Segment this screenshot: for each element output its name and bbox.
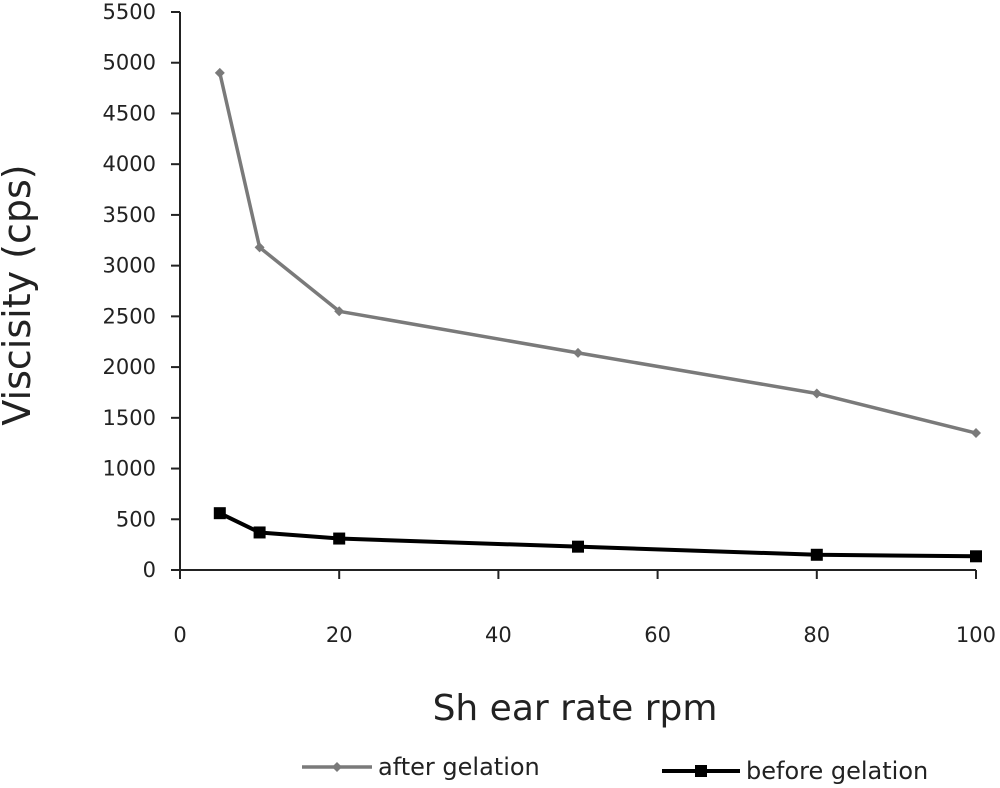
- data-point: [253, 526, 266, 539]
- y-tick-label: 5500: [103, 0, 156, 24]
- legend-label: before gelation: [746, 757, 928, 785]
- y-tick-label: 4000: [103, 152, 156, 176]
- y-tick-label: 5000: [103, 51, 156, 75]
- data-point: [810, 548, 823, 561]
- x-tick-label: 0: [173, 623, 186, 647]
- axes: [179, 12, 976, 571]
- y-ticks: 0 500 1000 1500 2000 2500 3000 3500 4000 4500 5000…: [103, 0, 180, 582]
- data-point: [213, 507, 226, 520]
- x-tick-label: 40: [485, 623, 512, 647]
- legend-swatch-marker: [332, 762, 342, 772]
- y-tick-label: 1500: [103, 406, 156, 430]
- data-point: [970, 550, 982, 563]
- data-point: [214, 67, 225, 78]
- data-point: [333, 532, 346, 545]
- series-after-gelation: [214, 67, 981, 439]
- series-line: [218, 72, 977, 435]
- x-tick-label: 60: [644, 623, 671, 647]
- data-point: [573, 347, 583, 358]
- legend-item: after gelation: [302, 753, 540, 781]
- y-tick-label: 4500: [103, 101, 156, 125]
- y-axis-title: Viscisity (cps): [0, 164, 39, 425]
- y-tick-label: 3500: [103, 203, 156, 227]
- series-line: [218, 511, 977, 559]
- x-tick-label: 100: [956, 623, 996, 647]
- legend-label: after gelation: [378, 753, 540, 781]
- x-ticks: 0 20 40 60 80 100: [173, 570, 996, 647]
- legend-item: before gelation: [662, 757, 928, 785]
- y-tick-label: 1000: [103, 457, 156, 481]
- series-before-gelation: [213, 507, 982, 563]
- x-axis-title: Sh ear rate rpm: [433, 688, 718, 729]
- data-point: [811, 388, 822, 399]
- data-point: [572, 540, 584, 553]
- series-layer: [213, 67, 982, 563]
- y-tick-label: 2000: [103, 355, 156, 379]
- y-tick-label: 2500: [103, 304, 156, 328]
- legend: after gelation before gelation: [302, 753, 928, 785]
- y-tick-label: 500: [116, 507, 156, 531]
- legend-swatch-marker: [695, 765, 707, 777]
- data-point: [334, 306, 345, 317]
- data-point: [971, 428, 981, 439]
- x-tick-label: 80: [803, 623, 830, 647]
- data-point: [254, 242, 265, 253]
- y-tick-label: 3000: [103, 254, 156, 278]
- y-tick-label: 0: [143, 558, 156, 582]
- x-tick-label: 20: [326, 623, 353, 647]
